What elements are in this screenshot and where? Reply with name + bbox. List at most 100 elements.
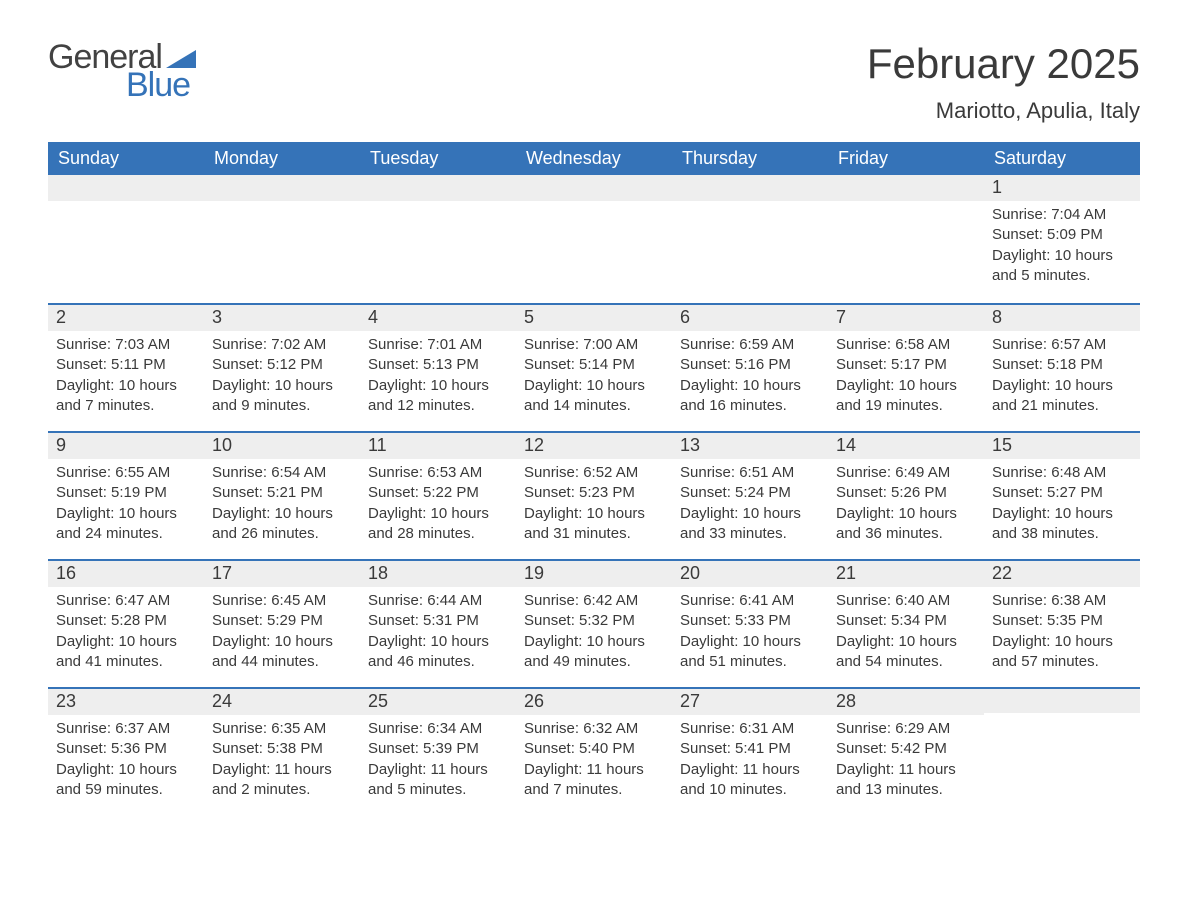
day-line: Daylight: 10 hours and 33 minutes. (680, 504, 820, 545)
dow-header: Tuesday (360, 142, 516, 175)
day-body: Sunrise: 6:38 AMSunset: 5:35 PMDaylight:… (984, 587, 1140, 680)
day-number: 10 (204, 431, 360, 459)
dow-header: Wednesday (516, 142, 672, 175)
day-line: Sunrise: 6:37 AM (56, 719, 196, 739)
day-body: Sunrise: 6:35 AMSunset: 5:38 PMDaylight:… (204, 715, 360, 808)
day-line: Daylight: 10 hours and 28 minutes. (368, 504, 508, 545)
day-line: Sunset: 5:11 PM (56, 355, 196, 375)
day-line: Sunset: 5:31 PM (368, 611, 508, 631)
day-number: 22 (984, 559, 1140, 587)
day-line: Sunrise: 6:35 AM (212, 719, 352, 739)
day-cell: 12Sunrise: 6:52 AMSunset: 5:23 PMDayligh… (516, 431, 672, 559)
day-body (204, 201, 360, 213)
day-number: 27 (672, 687, 828, 715)
day-cell: 25Sunrise: 6:34 AMSunset: 5:39 PMDayligh… (360, 687, 516, 815)
day-line: Daylight: 10 hours and 51 minutes. (680, 632, 820, 673)
day-body: Sunrise: 6:49 AMSunset: 5:26 PMDaylight:… (828, 459, 984, 552)
day-body: Sunrise: 6:45 AMSunset: 5:29 PMDaylight:… (204, 587, 360, 680)
day-cell: 14Sunrise: 6:49 AMSunset: 5:26 PMDayligh… (828, 431, 984, 559)
day-line: Daylight: 10 hours and 5 minutes. (992, 246, 1132, 287)
day-line: Sunset: 5:24 PM (680, 483, 820, 503)
day-body: Sunrise: 6:57 AMSunset: 5:18 PMDaylight:… (984, 331, 1140, 424)
day-cell: 20Sunrise: 6:41 AMSunset: 5:33 PMDayligh… (672, 559, 828, 687)
day-cell (828, 175, 984, 303)
day-cell: 24Sunrise: 6:35 AMSunset: 5:38 PMDayligh… (204, 687, 360, 815)
day-number (48, 175, 204, 201)
day-line: Sunrise: 6:32 AM (524, 719, 664, 739)
week-row: 23Sunrise: 6:37 AMSunset: 5:36 PMDayligh… (48, 687, 1140, 815)
day-body: Sunrise: 6:42 AMSunset: 5:32 PMDaylight:… (516, 587, 672, 680)
day-body: Sunrise: 6:55 AMSunset: 5:19 PMDaylight:… (48, 459, 204, 552)
day-body (516, 201, 672, 213)
day-line: Sunrise: 6:45 AM (212, 591, 352, 611)
day-number: 15 (984, 431, 1140, 459)
day-line: Sunset: 5:21 PM (212, 483, 352, 503)
day-cell (48, 175, 204, 303)
day-number (360, 175, 516, 201)
day-cell: 5Sunrise: 7:00 AMSunset: 5:14 PMDaylight… (516, 303, 672, 431)
day-cell: 4Sunrise: 7:01 AMSunset: 5:13 PMDaylight… (360, 303, 516, 431)
day-number: 7 (828, 303, 984, 331)
day-line: Sunset: 5:14 PM (524, 355, 664, 375)
day-cell (984, 687, 1140, 815)
title-block: February 2025 Mariotto, Apulia, Italy (867, 40, 1140, 124)
day-line: Sunrise: 7:03 AM (56, 335, 196, 355)
day-line: Sunrise: 7:02 AM (212, 335, 352, 355)
day-number (672, 175, 828, 201)
header-row: General Blue February 2025 Mariotto, Apu… (48, 40, 1140, 124)
day-number (516, 175, 672, 201)
day-line: Sunrise: 6:48 AM (992, 463, 1132, 483)
day-line: Sunrise: 6:51 AM (680, 463, 820, 483)
day-body: Sunrise: 6:32 AMSunset: 5:40 PMDaylight:… (516, 715, 672, 808)
day-line: Daylight: 10 hours and 12 minutes. (368, 376, 508, 417)
day-line: Sunrise: 6:29 AM (836, 719, 976, 739)
day-cell: 1Sunrise: 7:04 AMSunset: 5:09 PMDaylight… (984, 175, 1140, 303)
day-line: Sunset: 5:42 PM (836, 739, 976, 759)
day-line: Daylight: 10 hours and 26 minutes. (212, 504, 352, 545)
day-cell: 23Sunrise: 6:37 AMSunset: 5:36 PMDayligh… (48, 687, 204, 815)
day-body: Sunrise: 7:00 AMSunset: 5:14 PMDaylight:… (516, 331, 672, 424)
day-line: Daylight: 10 hours and 7 minutes. (56, 376, 196, 417)
day-line: Sunset: 5:32 PM (524, 611, 664, 631)
day-line: Sunset: 5:34 PM (836, 611, 976, 631)
calendar-table: SundayMondayTuesdayWednesdayThursdayFrid… (48, 142, 1140, 815)
day-number: 9 (48, 431, 204, 459)
day-cell: 10 Sunrise: 6:54 AMSunset: 5:21 PMDayligh… (204, 431, 360, 559)
dow-header: Friday (828, 142, 984, 175)
day-cell: 22Sunrise: 6:38 AMSunset: 5:35 PMDayligh… (984, 559, 1140, 687)
day-line: Sunrise: 6:38 AM (992, 591, 1132, 611)
day-line: Sunset: 5:39 PM (368, 739, 508, 759)
day-number (204, 175, 360, 201)
day-line: Sunset: 5:36 PM (56, 739, 196, 759)
day-line: Sunset: 5:13 PM (368, 355, 508, 375)
day-body (48, 201, 204, 213)
day-number: 11 (360, 431, 516, 459)
dow-header: Monday (204, 142, 360, 175)
day-number: 26 (516, 687, 672, 715)
day-line: Sunrise: 6:54 AM (212, 463, 352, 483)
day-number: 24 (204, 687, 360, 715)
day-line: Sunset: 5:26 PM (836, 483, 976, 503)
day-number: 16 (48, 559, 204, 587)
day-line: Sunrise: 7:04 AM (992, 205, 1132, 225)
day-body: Sunrise: 6:48 AMSunset: 5:27 PMDaylight:… (984, 459, 1140, 552)
week-row: 16Sunrise: 6:47 AMSunset: 5:28 PMDayligh… (48, 559, 1140, 687)
day-cell (516, 175, 672, 303)
day-line: Sunrise: 6:53 AM (368, 463, 508, 483)
day-number: 6 (672, 303, 828, 331)
day-line: Sunrise: 6:57 AM (992, 335, 1132, 355)
day-body: Sunrise: 6:41 AMSunset: 5:33 PMDaylight:… (672, 587, 828, 680)
day-line: Daylight: 10 hours and 31 minutes. (524, 504, 664, 545)
day-line: Daylight: 10 hours and 46 minutes. (368, 632, 508, 673)
day-line: Sunrise: 6:49 AM (836, 463, 976, 483)
month-title: February 2025 (867, 40, 1140, 88)
day-cell: 9Sunrise: 6:55 AMSunset: 5:19 PMDaylight… (48, 431, 204, 559)
day-cell: 11Sunrise: 6:53 AMSunset: 5:22 PMDayligh… (360, 431, 516, 559)
day-line: Daylight: 10 hours and 59 minutes. (56, 760, 196, 801)
day-line: Sunset: 5:35 PM (992, 611, 1132, 631)
day-line: Sunset: 5:16 PM (680, 355, 820, 375)
day-body: Sunrise: 7:01 AMSunset: 5:13 PMDaylight:… (360, 331, 516, 424)
day-line: Sunset: 5:23 PM (524, 483, 664, 503)
day-line: Daylight: 10 hours and 19 minutes. (836, 376, 976, 417)
day-cell: 2Sunrise: 7:03 AMSunset: 5:11 PMDaylight… (48, 303, 204, 431)
